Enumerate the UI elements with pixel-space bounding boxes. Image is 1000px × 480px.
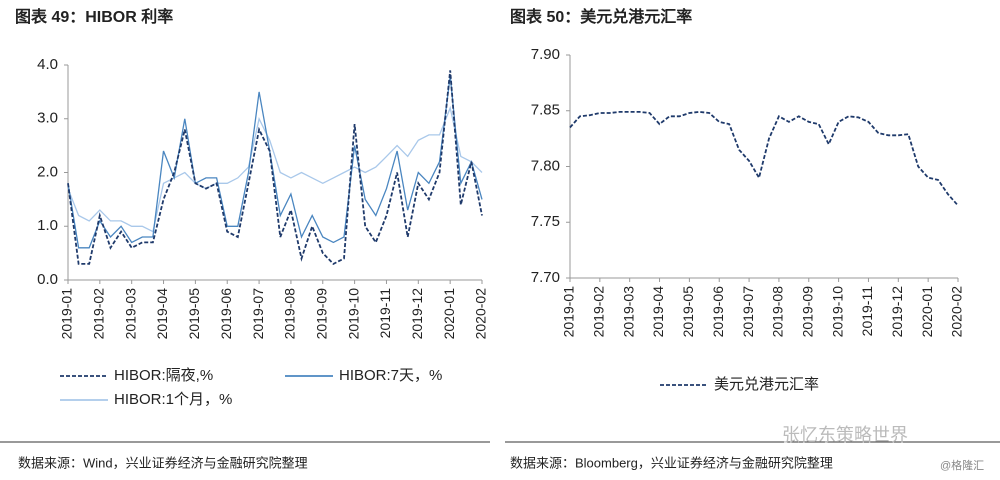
x-tick-label: 2019-11 [377,288,393,339]
x-tick-label: 2020-02 [949,286,965,338]
x-tick-label: 2019-12 [889,286,905,338]
x-tick-label: 2019-05 [680,286,696,338]
y-tick-label: 7.70 [531,269,560,286]
x-tick-label: 2019-07 [250,288,266,340]
y-tick-label: 7.75 [531,213,560,230]
x-tick-label: 2019-05 [186,288,202,340]
series-line [569,110,959,207]
legend-label: 美元兑港元汇率 [714,376,819,393]
x-tick-label: 2019-08 [282,288,298,340]
legend-label: HIBOR:7天，% [339,367,442,384]
y-tick-label: 3.0 [37,110,58,127]
y-tick-label: 7.80 [531,157,560,174]
legend-label: HIBOR:隔夜,% [114,367,213,384]
x-tick-label: 2020-01 [919,286,935,338]
x-tick-label: 2019-02 [91,288,107,340]
y-tick-label: 0.0 [37,271,58,288]
x-tick-label: 2019-01 [561,286,577,338]
x-tick-label: 2020-01 [441,288,457,340]
x-tick-label: 2019-03 [122,288,138,340]
series-line [67,105,483,233]
x-tick-label: 2019-03 [620,286,636,338]
x-tick-label: 2019-06 [218,288,234,340]
x-tick-label: 2019-07 [740,286,756,338]
chart-title: 图表 49：HIBOR 利率 [15,7,173,26]
x-tick-label: 2020-02 [473,288,489,340]
x-tick-label: 2019-08 [770,286,786,338]
y-tick-label: 2.0 [37,163,58,180]
y-tick-label: 7.90 [531,46,560,63]
x-tick-label: 2019-09 [313,288,329,340]
x-tick-label: 2019-10 [829,286,845,338]
x-tick-label: 2019-09 [799,286,815,338]
x-tick-label: 2019-11 [859,286,875,337]
x-tick-label: 2019-06 [710,286,726,338]
x-tick-label: 2019-10 [345,288,361,340]
x-tick-label: 2019-04 [650,286,666,338]
y-tick-label: 4.0 [37,56,58,73]
y-tick-label: 1.0 [37,217,58,234]
legend-label: HIBOR:1个月，% [114,391,232,408]
x-tick-label: 2019-12 [409,288,425,340]
x-tick-label: 2019-04 [154,288,170,340]
series-line [67,75,483,249]
watermark: 张忆东策略世界 [782,425,908,445]
x-tick-label: 2019-01 [59,288,75,340]
chart-title: 图表 50：美元兑港元汇率 [510,7,692,26]
source-note: 数据来源：Bloomberg，兴业证券经济与金融研究院整理 [510,455,833,470]
x-tick-label: 2019-02 [591,286,607,338]
source-note: 数据来源：Wind，兴业证券经济与金融研究院整理 [18,455,308,470]
watermark: @格隆汇 [940,458,984,472]
series-line [67,70,483,266]
y-tick-label: 7.85 [531,102,560,119]
